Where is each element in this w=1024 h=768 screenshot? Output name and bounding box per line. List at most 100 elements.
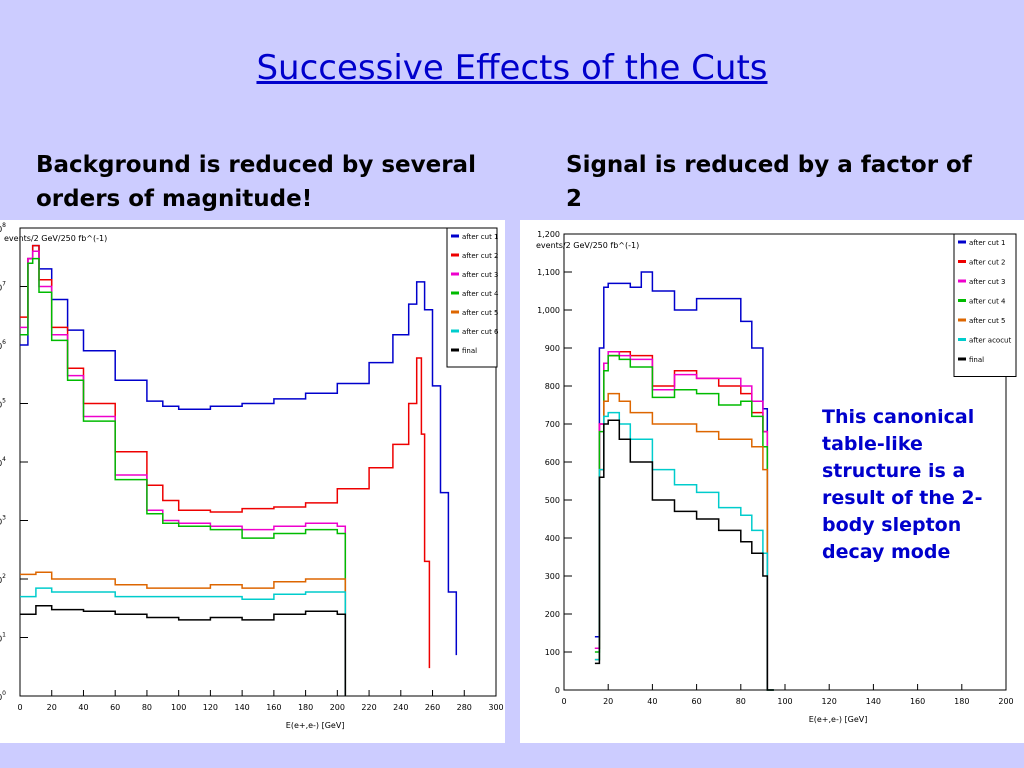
y-tick-label: 1,000 <box>537 306 560 315</box>
y-tick-exponent: 0 <box>2 690 6 697</box>
x-tick-label: 20 <box>47 703 57 712</box>
y-tick-label: 101 <box>0 632 6 644</box>
legend-label: after acocut <box>969 337 1011 345</box>
y-tick-label: 300 <box>545 572 560 581</box>
x-tick-label: 160 <box>266 703 281 712</box>
legend-box <box>953 233 1017 377</box>
y-tick-label: 500 <box>545 496 560 505</box>
series-line-6 <box>594 411 774 691</box>
x-tick-label: 60 <box>692 697 702 706</box>
legend-label: after cut 2 <box>462 252 499 260</box>
y-tick-label: 200 <box>545 610 560 619</box>
y-tick-exponent: 7 <box>2 281 6 288</box>
signal-chart-panel: events/2 GeV/250 fb^(-1) 0 20 40 60 80 100 120 1… <box>520 220 1024 743</box>
legend-label: after cut 1 <box>969 239 1006 247</box>
series-line-5 <box>20 571 347 696</box>
x-tick-label: 140 <box>234 703 249 712</box>
y-tick-exponent: 6 <box>2 339 6 346</box>
y-tick-label: 100 <box>0 690 6 702</box>
y-tick-label: 800 <box>545 382 560 391</box>
legend-label: after cut 6 <box>462 328 499 336</box>
series-line-4 <box>594 354 774 691</box>
background-heading: Background is reduced by several orders … <box>36 152 476 212</box>
series-line-7 <box>20 604 347 696</box>
y-tick-label: 1,200 <box>537 230 560 239</box>
y-tick-exponent: 3 <box>2 515 6 522</box>
y-tick-label: 700 <box>545 420 560 429</box>
legend-label: after cut 4 <box>969 298 1006 306</box>
series-line-5 <box>594 392 774 691</box>
legend-label: after cut 5 <box>462 309 499 317</box>
legend-label: after cut 3 <box>969 278 1006 286</box>
x-tick-label: 40 <box>78 703 88 712</box>
legend-label: after cut 1 <box>462 233 499 241</box>
y-tick-label: 400 <box>545 534 560 543</box>
series-line-4 <box>20 257 347 696</box>
y-tick-label: 600 <box>545 458 560 467</box>
x-tick-label: 120 <box>203 703 218 712</box>
x-tick-label: 260 <box>425 703 440 712</box>
signal-chart: events/2 GeV/250 fb^(-1) 0 20 40 60 80 100 120 1… <box>536 230 1017 724</box>
x-tick-label: 180 <box>298 703 313 712</box>
x-tick-label: 200 <box>330 703 345 712</box>
legend-label: after cut 2 <box>969 259 1006 267</box>
legend-label: after cut 5 <box>969 317 1006 325</box>
y-tick-label: 107 <box>0 281 6 293</box>
slepton-note: This canonical table-like structure is a… <box>822 406 983 563</box>
signal-heading: Signal is reduced by a factor of 2 <box>566 152 972 212</box>
y-tick-label: 102 <box>0 573 6 585</box>
legend-label: final <box>462 347 477 355</box>
y-tick-exponent: 4 <box>2 456 6 463</box>
y-tick-label: 900 <box>545 344 560 353</box>
y-tick-exponent: 8 <box>2 222 6 229</box>
series-line-2 <box>20 244 431 669</box>
x-tick-label: 280 <box>457 703 472 712</box>
background-chart: events/2 GeV/250 fb^(-1)0 20 40 60 80 100 120 1… <box>0 222 504 730</box>
background-chart-panel: events/2 GeV/250 fb^(-1) 0 20 40 60 80 100 120 1… <box>0 220 505 743</box>
series-line-7 <box>594 419 774 691</box>
series-line-6 <box>20 587 347 696</box>
x-tick-label: 160 <box>910 697 925 706</box>
x-tick-label: 200 <box>998 697 1013 706</box>
x-tick-label: 0 <box>561 697 566 706</box>
y-tick-label: 104 <box>0 456 6 468</box>
x-tick-label: 180 <box>954 697 969 706</box>
x-tick-label: 80 <box>142 703 152 712</box>
x-tick-label: 120 <box>822 697 837 706</box>
chart-title: events/2 GeV/250 fb^(-1) <box>536 241 639 250</box>
x-axis-label: E(e+,e-) [GeV] <box>286 721 345 730</box>
y-tick-exponent: 2 <box>2 573 6 580</box>
x-tick-label: 40 <box>647 697 657 706</box>
x-tick-label: 300 <box>488 703 503 712</box>
x-tick-label: 100 <box>171 703 186 712</box>
x-tick-label: 80 <box>736 697 746 706</box>
y-tick-label: 103 <box>0 515 6 527</box>
x-tick-label: 0 <box>17 703 22 712</box>
legend-label: after cut 4 <box>462 290 499 298</box>
legend-box <box>446 227 498 368</box>
series-line-3 <box>20 250 347 696</box>
y-tick-label: 100 <box>545 648 560 657</box>
series-line-3 <box>594 351 774 691</box>
x-tick-label: 60 <box>110 703 120 712</box>
chart-title: events/2 GeV/250 fb^(-1) <box>4 234 107 243</box>
series-line-1 <box>594 271 774 691</box>
y-tick-label: 1,100 <box>537 268 560 277</box>
y-tick-exponent: 1 <box>2 632 6 639</box>
x-tick-label: 240 <box>393 703 408 712</box>
x-tick-label: 20 <box>603 697 613 706</box>
x-tick-label: 220 <box>361 703 376 712</box>
series-line-2 <box>594 351 774 691</box>
x-tick-label: 100 <box>777 697 792 706</box>
y-tick-label: 106 <box>0 339 6 351</box>
slide-title: Successive Effects of the Cuts <box>256 48 768 88</box>
legend-label: final <box>969 356 984 364</box>
x-axis-label: E(e+,e-) [GeV] <box>809 715 868 724</box>
legend-label: after cut 3 <box>462 271 499 279</box>
y-tick-label: 105 <box>0 398 6 410</box>
y-tick-label: 108 <box>0 222 6 234</box>
x-tick-label: 140 <box>866 697 881 706</box>
y-tick-label: 0 <box>555 686 560 695</box>
y-tick-exponent: 5 <box>2 398 6 405</box>
series-line-1 <box>20 244 458 656</box>
